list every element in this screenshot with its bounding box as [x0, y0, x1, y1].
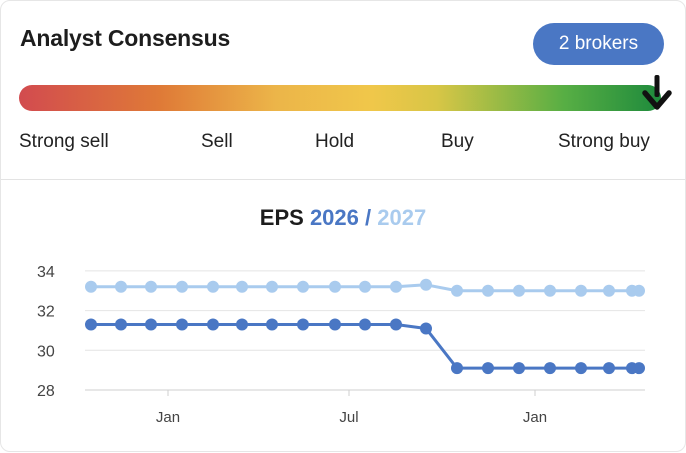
consensus-title: Analyst Consensus — [20, 25, 231, 51]
data-point-2027 — [603, 284, 615, 297]
data-point-2026 — [633, 362, 645, 375]
data-point-2027 — [176, 280, 188, 293]
data-point-2027 — [145, 280, 157, 293]
data-point-2027 — [482, 284, 494, 297]
eps-label: EPS — [259, 205, 304, 230]
data-point-2026 — [85, 318, 97, 331]
x-tick-label: Jul — [339, 409, 358, 426]
eps-year-2027[interactable]: 2027 — [377, 205, 427, 230]
scale-label-buy: Buy — [441, 131, 474, 152]
scale-label-strong-buy: Strong buy — [558, 131, 650, 152]
data-point-2026 — [236, 318, 248, 331]
y-tick-label: 34 — [37, 264, 55, 281]
data-point-2026 — [482, 362, 494, 375]
data-point-2026 — [420, 322, 432, 335]
brokers-badge[interactable]: 2 brokers — [533, 23, 664, 65]
data-point-2027 — [115, 280, 127, 293]
data-point-2027 — [266, 280, 278, 293]
data-point-2027 — [329, 280, 341, 293]
data-point-2027 — [297, 280, 309, 293]
data-point-2027 — [575, 284, 587, 297]
section-divider — [1, 179, 685, 180]
scale-label-hold: Hold — [315, 131, 355, 152]
data-point-2026 — [176, 318, 188, 331]
data-point-2027 — [633, 284, 645, 297]
y-tick-label: 30 — [37, 343, 55, 360]
data-point-2027 — [544, 284, 556, 297]
y-tick-label: 32 — [37, 304, 55, 321]
data-point-2026 — [115, 318, 127, 331]
data-point-2026 — [390, 318, 402, 331]
y-tick-label: 28 — [37, 383, 55, 400]
x-tick-label: Jan — [156, 409, 180, 426]
data-point-2026 — [544, 362, 556, 375]
consensus-gauge-bar — [19, 85, 661, 111]
data-point-2026 — [266, 318, 278, 331]
data-point-2027 — [390, 280, 402, 293]
x-tick-label: Jan — [523, 409, 547, 426]
data-point-2027 — [420, 278, 432, 291]
data-point-2026 — [513, 362, 525, 375]
eps-year-separator: / — [365, 205, 372, 230]
data-point-2027 — [85, 280, 97, 293]
data-point-2026 — [207, 318, 219, 331]
eps-year-2026[interactable]: 2026 — [309, 205, 359, 230]
data-point-2027 — [359, 280, 371, 293]
data-point-2026 — [329, 318, 341, 331]
series-line-2026 — [91, 323, 639, 370]
data-point-2026 — [575, 362, 587, 375]
eps-chart-title: EPS 2026 / 2027 — [1, 205, 685, 231]
data-point-2026 — [603, 362, 615, 375]
data-point-2026 — [451, 362, 463, 375]
data-point-2027 — [451, 284, 463, 297]
data-point-2027 — [513, 284, 525, 297]
data-point-2027 — [207, 280, 219, 293]
scale-label-sell: Sell — [201, 131, 233, 152]
arrow-down-icon — [642, 73, 672, 118]
data-point-2026 — [297, 318, 309, 331]
data-point-2027 — [236, 280, 248, 293]
data-point-2026 — [359, 318, 371, 331]
scale-label-strong-sell: Strong sell — [19, 131, 109, 152]
data-point-2026 — [145, 318, 157, 331]
